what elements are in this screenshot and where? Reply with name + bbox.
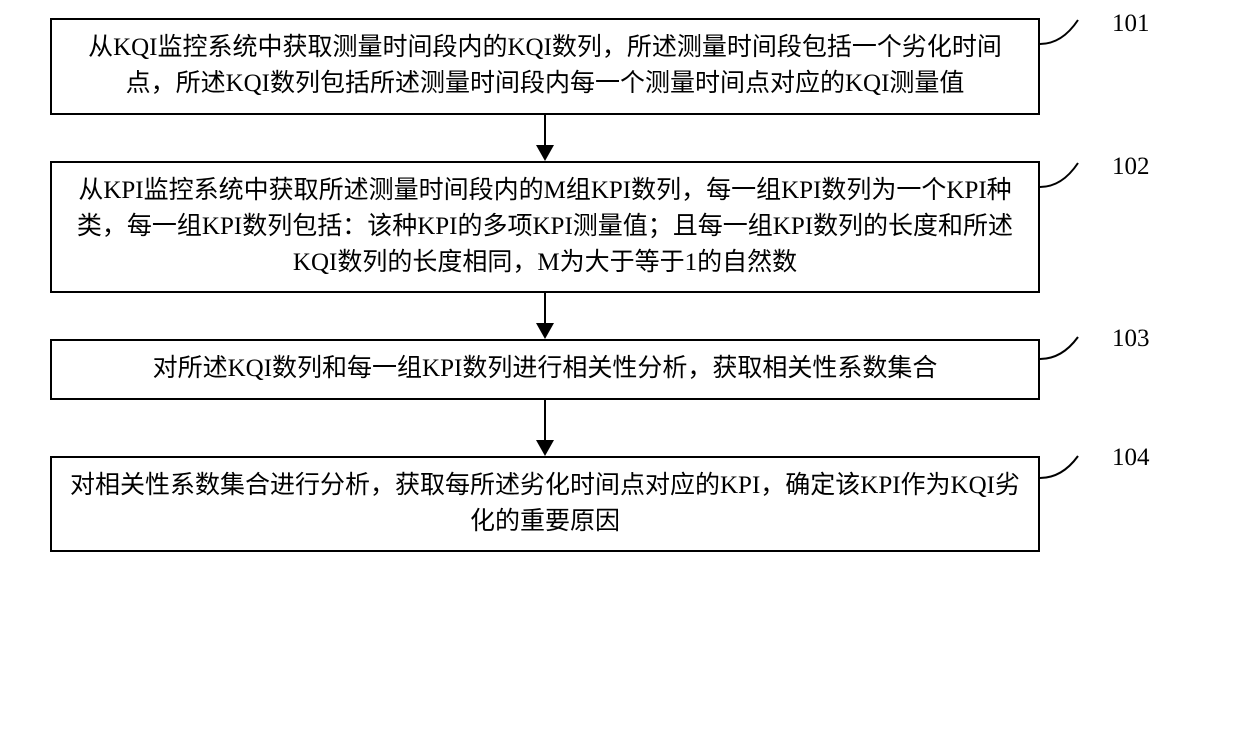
step-row-104: 对相关性系数集合进行分析，获取每所述劣化时间点对应的KPI，确定该KPI作为KQ… [50,456,1190,553]
arrow-3 [50,400,1040,456]
step-box-103: 对所述KQI数列和每一组KPI数列进行相关性分析，获取相关性系数集合 [50,339,1040,399]
step-text-102: 从KPI监控系统中获取所述测量时间段内的M组KPI数列，每一组KPI数列为一个K… [77,177,1013,277]
step-box-104: 对相关性系数集合进行分析，获取每所述劣化时间点对应的KPI，确定该KPI作为KQ… [50,456,1040,553]
step-text-104: 对相关性系数集合进行分析，获取每所述劣化时间点对应的KPI，确定该KPI作为KQ… [70,472,1020,535]
step-row-102: 从KPI监控系统中获取所述测量时间段内的M组KPI数列，每一组KPI数列为一个K… [50,161,1190,294]
callout-101 [1038,14,1118,64]
step-row-101: 从KQI监控系统中获取测量时间段内的KQI数列，所述测量时间段包括一个劣化时间点… [50,18,1190,115]
step-text-103: 对所述KQI数列和每一组KPI数列进行相关性分析，获取相关性系数集合 [153,355,938,382]
step-text-101: 从KQI监控系统中获取测量时间段内的KQI数列，所述测量时间段包括一个劣化时间点… [88,34,1002,97]
callout-102 [1038,157,1118,207]
flowchart-container: 从KQI监控系统中获取测量时间段内的KQI数列，所述测量时间段包括一个劣化时间点… [50,18,1190,552]
step-label-103: 103 [1112,325,1150,353]
step-row-103: 对所述KQI数列和每一组KPI数列进行相关性分析，获取相关性系数集合 103 [50,339,1190,399]
step-label-102: 102 [1112,153,1150,181]
step-label-104: 104 [1112,444,1150,472]
arrow-2 [50,293,1040,339]
step-box-101: 从KQI监控系统中获取测量时间段内的KQI数列，所述测量时间段包括一个劣化时间点… [50,18,1040,115]
arrow-1 [50,115,1040,161]
callout-103 [1038,331,1118,381]
callout-104 [1038,450,1118,500]
step-box-102: 从KPI监控系统中获取所述测量时间段内的M组KPI数列，每一组KPI数列为一个K… [50,161,1040,294]
step-label-101: 101 [1112,10,1150,38]
